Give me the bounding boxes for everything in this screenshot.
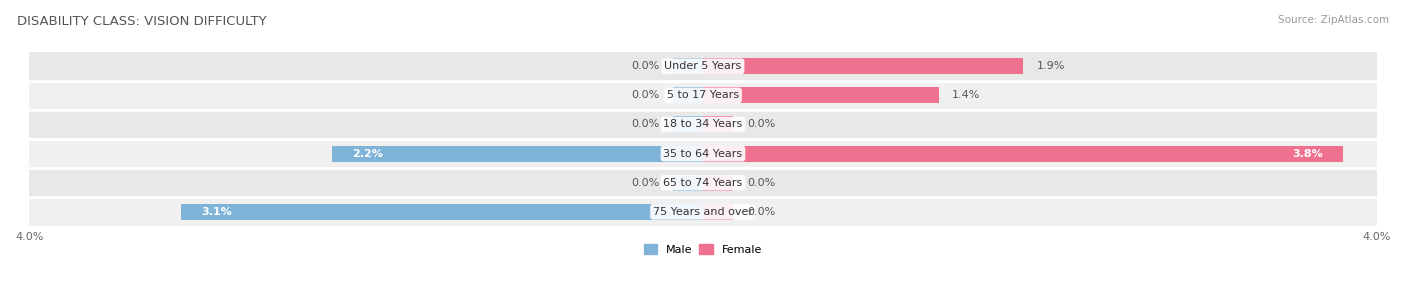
- Text: 2.2%: 2.2%: [353, 149, 384, 159]
- Bar: [672, 175, 703, 191]
- Bar: [703, 146, 1343, 162]
- Bar: [30, 197, 1376, 226]
- Text: 0.0%: 0.0%: [631, 178, 659, 188]
- Text: 1.4%: 1.4%: [952, 90, 981, 100]
- Text: 35 to 64 Years: 35 to 64 Years: [664, 149, 742, 159]
- Bar: [30, 139, 1376, 168]
- Bar: [30, 81, 1376, 110]
- Text: 65 to 74 Years: 65 to 74 Years: [664, 178, 742, 188]
- Bar: [332, 146, 703, 162]
- Text: 3.8%: 3.8%: [1292, 149, 1323, 159]
- Text: 0.0%: 0.0%: [747, 178, 775, 188]
- Bar: [703, 88, 939, 103]
- Bar: [703, 117, 734, 132]
- Text: 0.0%: 0.0%: [631, 90, 659, 100]
- Text: 1.9%: 1.9%: [1036, 61, 1064, 71]
- Bar: [30, 52, 1376, 81]
- Text: 5 to 17 Years: 5 to 17 Years: [666, 90, 740, 100]
- Bar: [30, 168, 1376, 197]
- Text: 0.0%: 0.0%: [747, 119, 775, 129]
- Bar: [703, 204, 734, 220]
- Bar: [672, 58, 703, 74]
- Bar: [703, 175, 734, 191]
- Text: DISABILITY CLASS: VISION DIFFICULTY: DISABILITY CLASS: VISION DIFFICULTY: [17, 15, 267, 28]
- Text: 3.1%: 3.1%: [201, 207, 232, 217]
- Bar: [672, 117, 703, 132]
- Bar: [703, 58, 1024, 74]
- Text: 0.0%: 0.0%: [631, 119, 659, 129]
- Bar: [30, 110, 1376, 139]
- Bar: [672, 88, 703, 103]
- Bar: [181, 204, 703, 220]
- Text: 0.0%: 0.0%: [747, 207, 775, 217]
- Legend: Male, Female: Male, Female: [640, 240, 766, 259]
- Text: 18 to 34 Years: 18 to 34 Years: [664, 119, 742, 129]
- Text: Source: ZipAtlas.com: Source: ZipAtlas.com: [1278, 15, 1389, 25]
- Text: 75 Years and over: 75 Years and over: [652, 207, 754, 217]
- Text: 0.0%: 0.0%: [631, 61, 659, 71]
- Text: Under 5 Years: Under 5 Years: [665, 61, 741, 71]
